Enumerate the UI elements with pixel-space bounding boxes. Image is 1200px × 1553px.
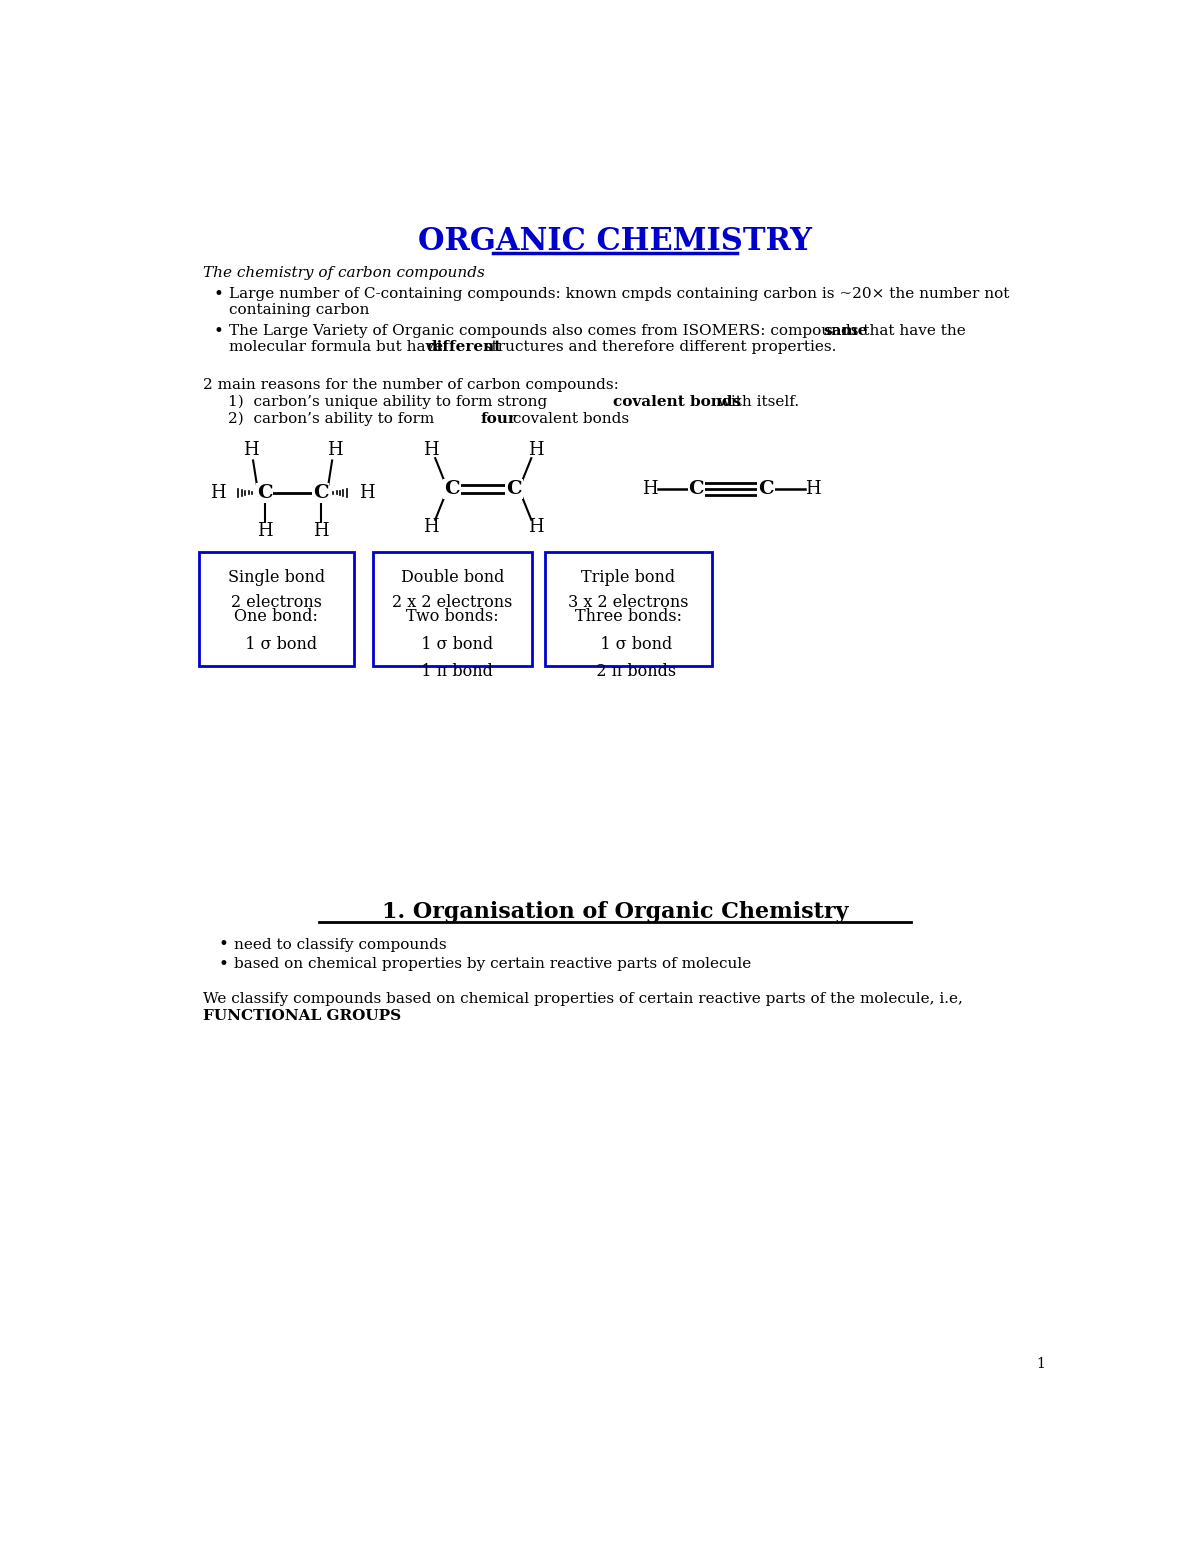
Text: H: H <box>210 485 226 502</box>
Text: 1: 1 <box>1037 1357 1045 1371</box>
Text: four: four <box>480 412 516 426</box>
Text: based on chemical properties by certain reactive parts of molecule: based on chemical properties by certain … <box>234 957 751 971</box>
Text: H: H <box>313 522 329 540</box>
Text: 2)  carbon’s ability to form: 2) carbon’s ability to form <box>228 412 439 426</box>
Text: The chemistry of carbon compounds: The chemistry of carbon compounds <box>203 267 485 281</box>
Text: C: C <box>689 480 704 499</box>
Text: structures and therefore different properties.: structures and therefore different prope… <box>479 340 836 354</box>
Text: covalent bonds: covalent bonds <box>508 412 629 426</box>
Text: 1)  carbon’s unique ability to form strong: 1) carbon’s unique ability to form stron… <box>228 394 552 408</box>
Text: molecular formula but have: molecular formula but have <box>229 340 448 354</box>
Text: C: C <box>506 480 522 499</box>
Text: Large number of C-containing compounds: known cmpds containing carbon is ~20× th: Large number of C-containing compounds: … <box>229 287 1009 301</box>
Text: H: H <box>805 480 821 499</box>
Text: Single bond
2 electrons: Single bond 2 electrons <box>228 568 325 610</box>
Text: H: H <box>422 519 438 536</box>
Text: Triple bond
3 x 2 electrons: Triple bond 3 x 2 electrons <box>568 568 689 610</box>
Text: 1. Organisation of Organic Chemistry: 1. Organisation of Organic Chemistry <box>382 901 848 922</box>
Text: C: C <box>444 480 460 499</box>
Text: ORGANIC CHEMISTRY: ORGANIC CHEMISTRY <box>418 227 812 258</box>
Text: H: H <box>422 441 438 460</box>
Text: H: H <box>257 522 272 540</box>
Text: H: H <box>359 485 374 502</box>
Text: H: H <box>242 441 258 460</box>
Text: 2 main reasons for the number of carbon compounds:: 2 main reasons for the number of carbon … <box>203 377 618 391</box>
Text: Three bonds:
   1 σ bond
   2 π bonds: Three bonds: 1 σ bond 2 π bonds <box>575 609 682 680</box>
Text: The Large Variety of Organic compounds also comes from ISOMERS: compounds that h: The Large Variety of Organic compounds a… <box>229 325 971 339</box>
Text: We classify compounds based on chemical properties of certain reactive parts of : We classify compounds based on chemical … <box>203 992 962 1006</box>
Text: •: • <box>214 323 223 340</box>
Text: •: • <box>218 936 228 954</box>
Text: One bond:
  1 σ bond: One bond: 1 σ bond <box>234 609 318 652</box>
Text: H: H <box>528 441 544 460</box>
Bar <box>545 553 712 666</box>
Text: with itself.: with itself. <box>713 394 799 408</box>
Text: H: H <box>642 480 658 499</box>
Text: C: C <box>257 485 272 502</box>
Text: C: C <box>758 480 774 499</box>
Text: covalent bonds: covalent bonds <box>613 394 742 408</box>
Text: C: C <box>313 485 329 502</box>
Text: containing carbon: containing carbon <box>229 303 370 317</box>
Text: different: different <box>426 340 502 354</box>
Text: H: H <box>528 519 544 536</box>
Text: Two bonds:
  1 σ bond
  1 π bond: Two bonds: 1 σ bond 1 π bond <box>406 609 498 680</box>
Bar <box>373 553 532 666</box>
Text: •: • <box>218 955 228 972</box>
Text: FUNCTIONAL GROUPS: FUNCTIONAL GROUPS <box>203 1009 401 1023</box>
Text: H: H <box>326 441 342 460</box>
Text: Double bond
2 x 2 electrons: Double bond 2 x 2 electrons <box>392 568 512 610</box>
Bar <box>199 553 354 666</box>
Text: •: • <box>214 286 223 303</box>
Text: need to classify compounds: need to classify compounds <box>234 938 446 952</box>
Text: same: same <box>823 325 868 339</box>
